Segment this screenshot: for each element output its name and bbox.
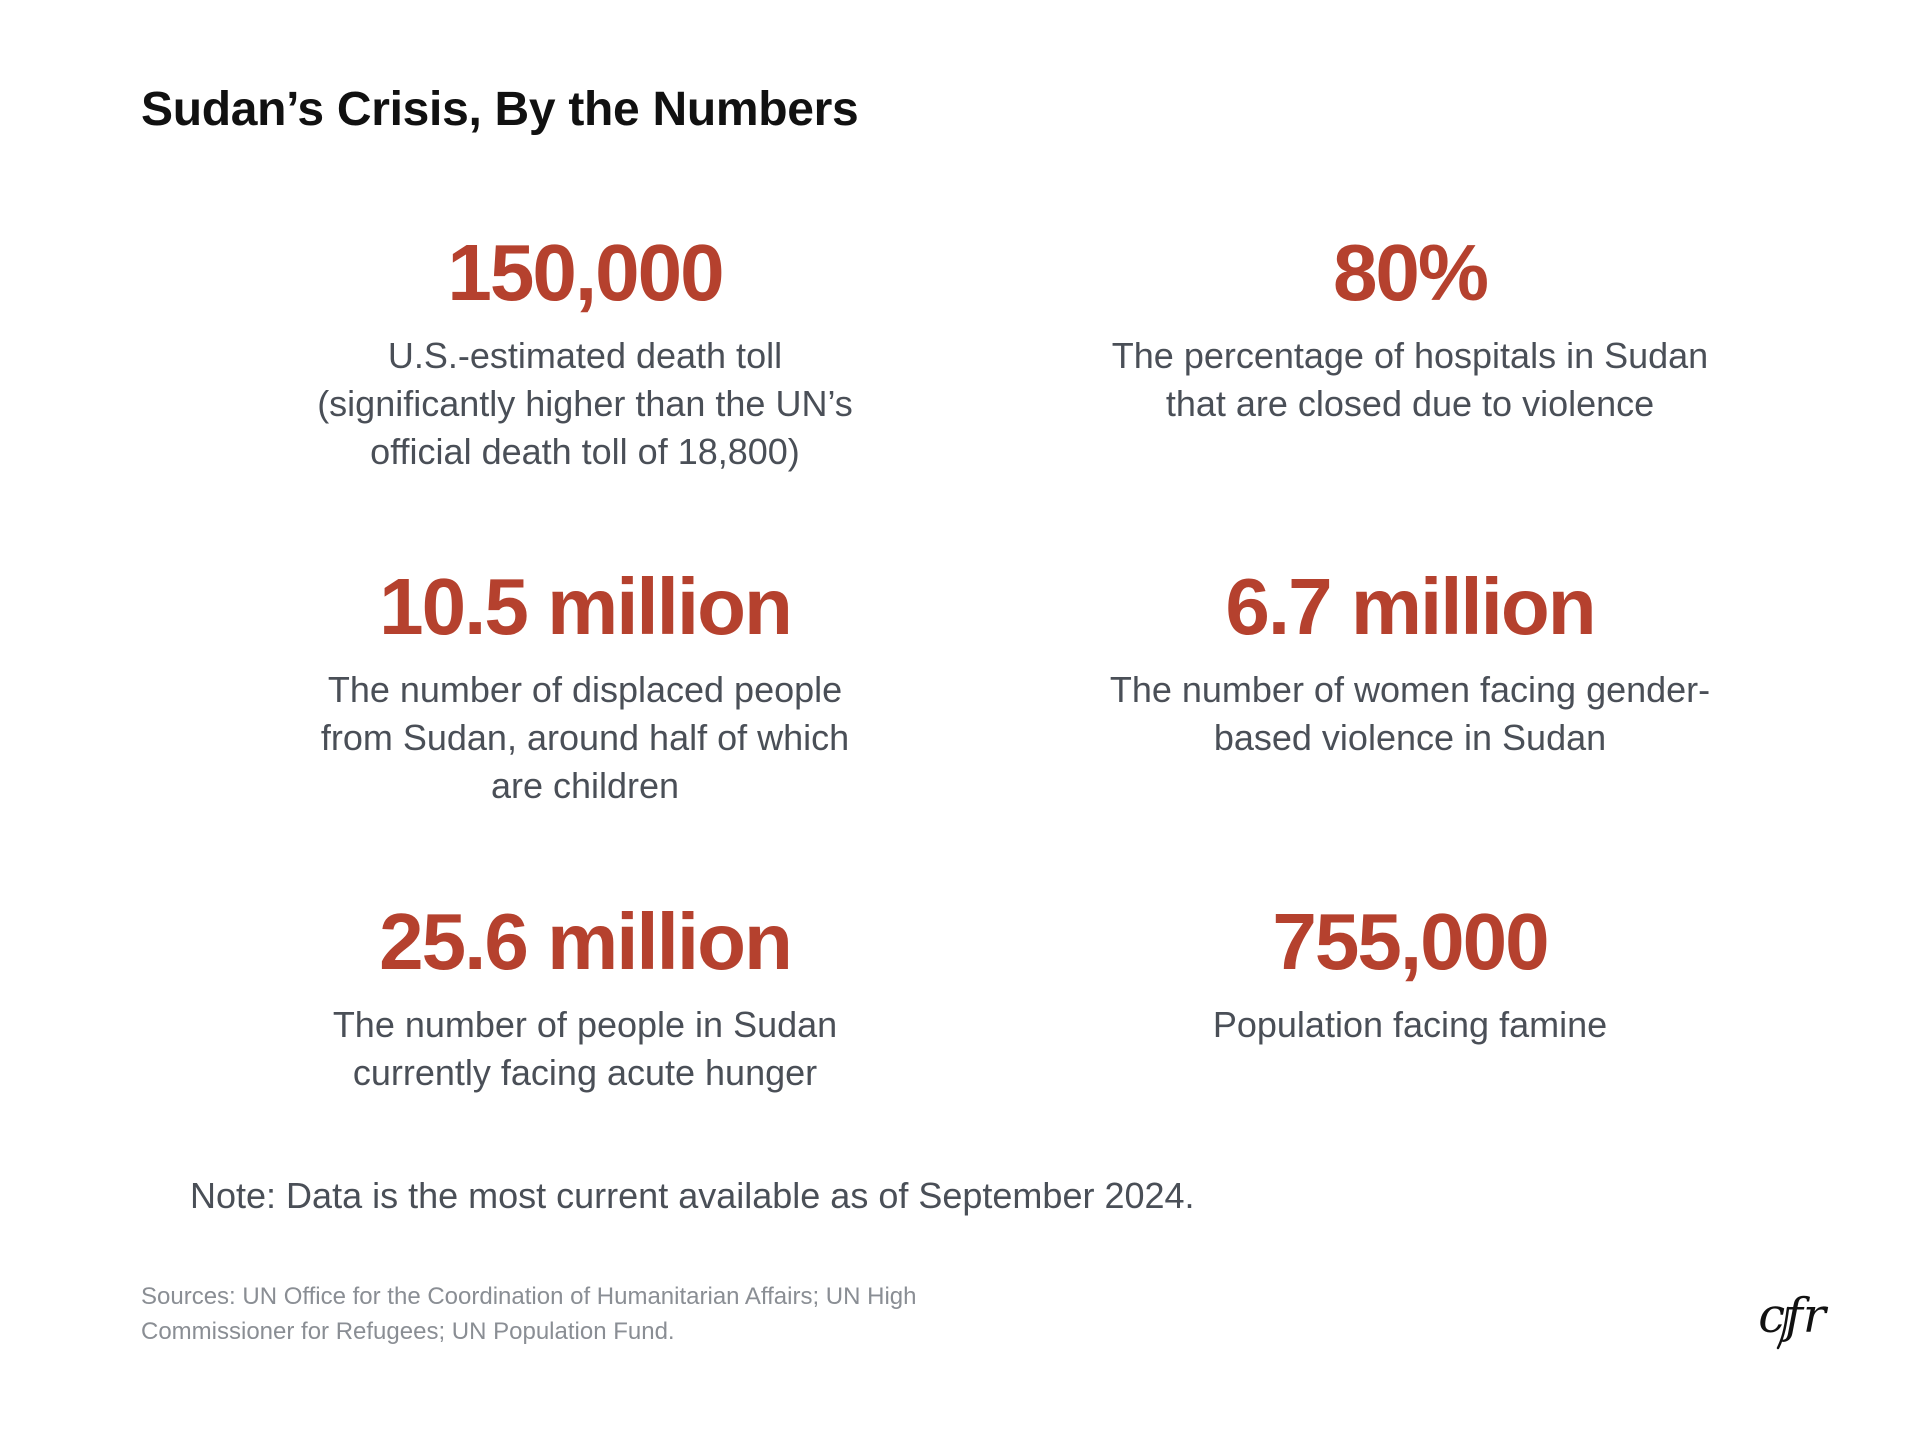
stat-value: 755,000 <box>1272 897 1549 986</box>
stat-value: 10.5 million <box>379 562 793 651</box>
stat-description: The number of women facing gender-based … <box>1109 669 1711 758</box>
page-title: Sudan’s Crisis, By the Numbers <box>141 83 859 136</box>
stat-value: 80% <box>1332 228 1489 317</box>
stat-description: Population facing famine <box>1212 1004 1608 1045</box>
sources-text: Sources: UN Office for the Coordination … <box>141 1283 917 1345</box>
stat-value: 150,000 <box>447 228 724 317</box>
stat-gender-based-violence: 6.7 million The number of women facing g… <box>1040 560 1780 762</box>
stat-hospitals-closed: 80% The percentage of hospitals in Sudan… <box>1040 226 1780 428</box>
stat-value: 25.6 million <box>379 897 793 986</box>
stat-displaced-people: 10.5 million The number of displaced peo… <box>240 560 930 810</box>
data-note: Note: Data is the most current available… <box>190 1175 1195 1216</box>
stat-description: The percentage of hospitals in Sudan tha… <box>1111 335 1709 424</box>
stat-description: The number of people in Sudan currently … <box>332 1004 838 1093</box>
stat-description: U.S.-estimated death toll (significantly… <box>317 335 853 472</box>
stat-value: 6.7 million <box>1225 562 1596 651</box>
stat-acute-hunger: 25.6 million The number of people in Sud… <box>240 895 930 1097</box>
stat-famine: 755,000 Population facing famine <box>1040 895 1780 1049</box>
logo-text: cfr <box>1758 1288 1829 1344</box>
stat-death-toll: 150,000 U.S.-estimated death toll (signi… <box>240 226 930 476</box>
cfr-logo-icon: cfr <box>1758 1288 1829 1350</box>
stat-description: The number of displaced people from Suda… <box>320 669 850 806</box>
